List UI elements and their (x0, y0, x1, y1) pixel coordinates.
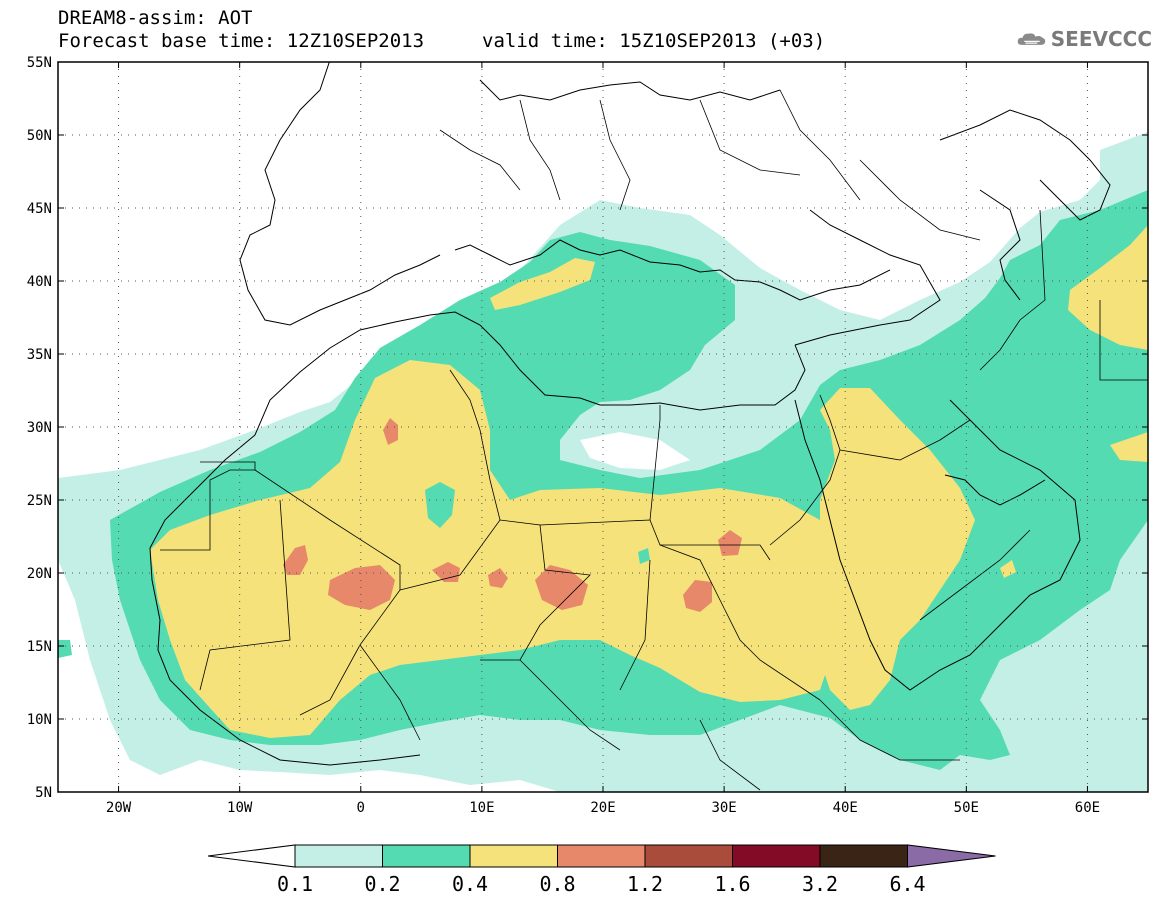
y-tick-label: 35N (27, 347, 52, 363)
lon-axis: 20W 10W 0 10E 20E 30E 40E 50E 60E (106, 62, 1100, 816)
colorbar: 0.1 0.2 0.4 0.8 1.2 1.6 3.2 6.4 (207, 844, 996, 896)
valid-time: valid time: 15Z10SEP2013 (+03) (482, 30, 826, 52)
x-tick-label: 40E (833, 800, 858, 816)
y-tick-label: 5N (35, 785, 52, 801)
logo-text: SEEVCCC (1050, 27, 1152, 51)
colorbar-swatch (469, 844, 558, 868)
colorbar-swatch (557, 844, 646, 868)
x-tick-label: 20E (590, 800, 615, 816)
x-tick-label: 20W (106, 800, 132, 816)
colorbar-label: 1.2 (627, 872, 663, 896)
colorbar-label: 0.4 (452, 872, 488, 896)
aot-level-0-8 (283, 418, 742, 612)
colorbar-swatch (294, 844, 383, 868)
colorbar-high-arrow (907, 844, 996, 868)
aot-level-0-4 (150, 225, 1148, 738)
x-tick-label: 10E (469, 800, 494, 816)
colorbar-label: 0.8 (539, 872, 575, 896)
graticule (58, 62, 1148, 792)
map-title: DREAM8-assim: AOT (58, 7, 253, 29)
colorbar-low-arrow (207, 844, 296, 868)
country-borders (160, 89, 1148, 791)
colorbar-swatch (644, 844, 733, 868)
y-tick-label: 15N (27, 639, 52, 655)
colorbar-swatch (819, 844, 908, 868)
x-tick-label: 50E (954, 800, 979, 816)
colorbar-swatch (732, 844, 821, 868)
colorbar-swatch (382, 844, 471, 868)
colorbar-label: 1.6 (714, 872, 750, 896)
y-tick-label: 20N (27, 566, 52, 582)
colorbar-label: 0.2 (364, 872, 400, 896)
y-tick-label: 55N (27, 55, 52, 71)
colorbar-label: 6.4 (889, 872, 925, 896)
x-tick-label: 30E (711, 800, 736, 816)
colorbar-label: 0.1 (277, 872, 313, 896)
x-tick-label: 60E (1075, 800, 1100, 816)
y-tick-label: 45N (27, 201, 52, 217)
seevccc-logo: SEEVCCC (1016, 22, 1152, 56)
cloud-icon (1017, 33, 1046, 45)
y-tick-label: 10N (27, 712, 52, 728)
y-tick-label: 50N (27, 128, 52, 144)
y-tick-label: 40N (27, 274, 52, 290)
forecast-base-time: Forecast base time: 12Z10SEP2013 (58, 30, 425, 52)
coastlines (149, 62, 1111, 766)
x-tick-label: 10W (227, 800, 253, 816)
y-tick-label: 25N (27, 493, 52, 509)
lat-axis: 5N 10N 15N 20N 25N 30N 35N 40N 45N 50N 55N (27, 55, 1148, 801)
y-tick-label: 30N (27, 420, 52, 436)
x-tick-label: 0 (357, 800, 365, 816)
colorbar-label: 3.2 (802, 872, 838, 896)
